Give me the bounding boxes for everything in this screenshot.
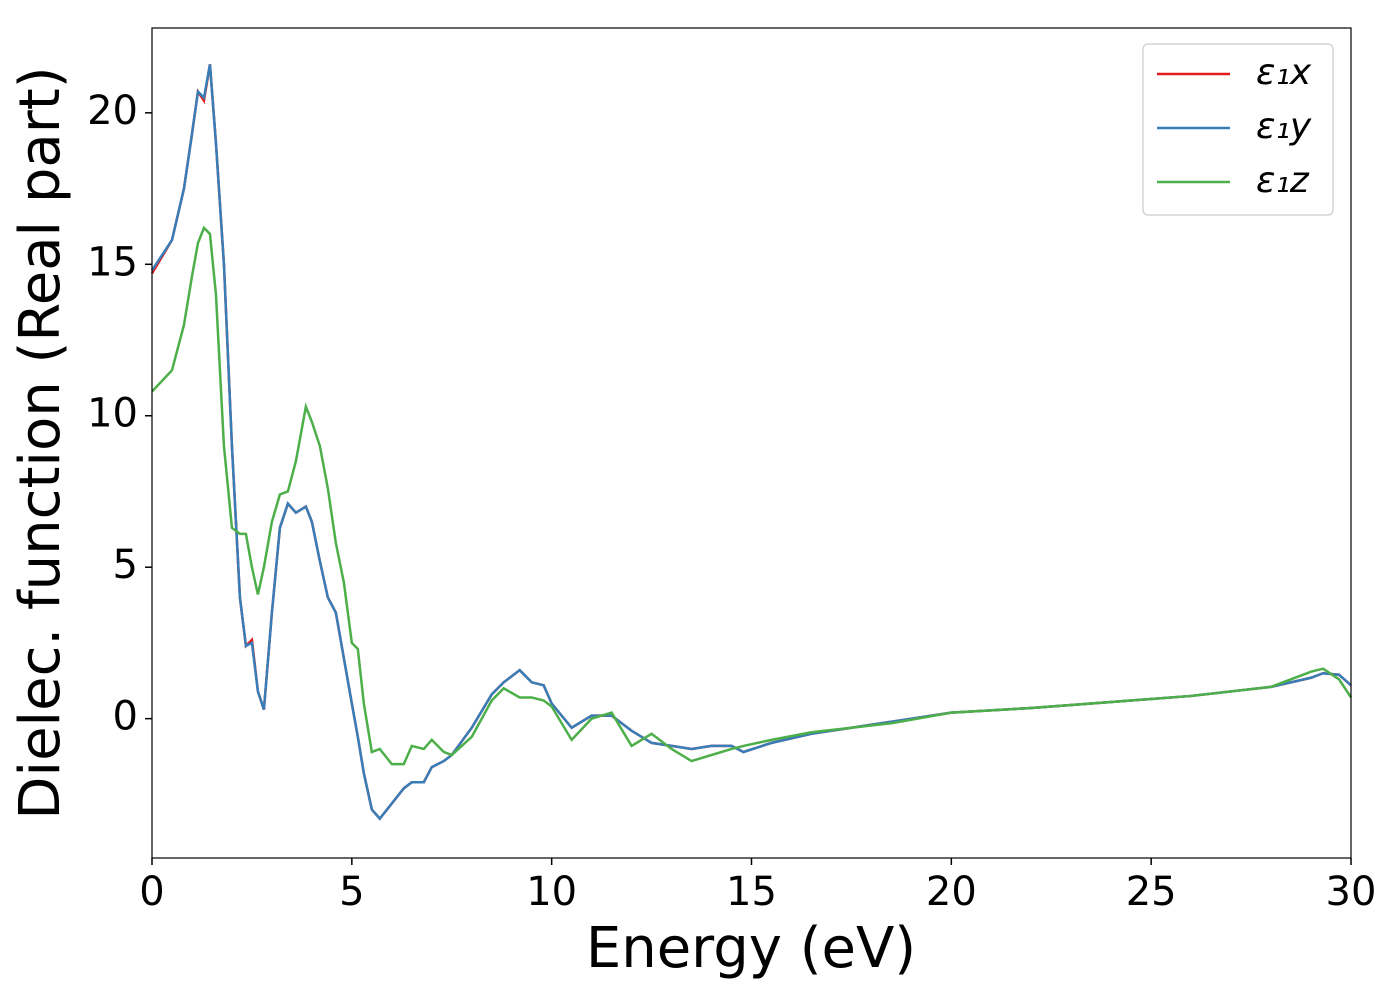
y-axis-label: Dielec. function (Real part) xyxy=(8,66,73,819)
legend-label: ε₁z xyxy=(1256,160,1310,201)
x-axis-label: Energy (eV) xyxy=(586,916,916,981)
legend-box xyxy=(1142,43,1334,216)
x-tick-label: 20 xyxy=(926,869,977,915)
y-tick-label: 10 xyxy=(87,391,138,437)
x-tick-label: 0 xyxy=(139,869,164,915)
y-tick-label: 5 xyxy=(113,542,138,588)
legend-label: ε₁x xyxy=(1256,52,1312,93)
x-tick-label: 15 xyxy=(726,869,777,915)
legend-label: ε₁y xyxy=(1256,106,1312,147)
line-series xyxy=(151,225,1353,766)
y-tick-label: 15 xyxy=(87,239,138,285)
y-tick-label: 20 xyxy=(87,88,138,134)
plot-frame xyxy=(151,27,1352,859)
x-tick-label: 25 xyxy=(1126,869,1177,915)
x-tick-label: 5 xyxy=(339,869,364,915)
x-tick-label: 10 xyxy=(526,869,577,915)
y-tick-label: 0 xyxy=(113,694,138,740)
x-tick-label: 30 xyxy=(1326,869,1377,915)
line-series xyxy=(150,64,1352,821)
